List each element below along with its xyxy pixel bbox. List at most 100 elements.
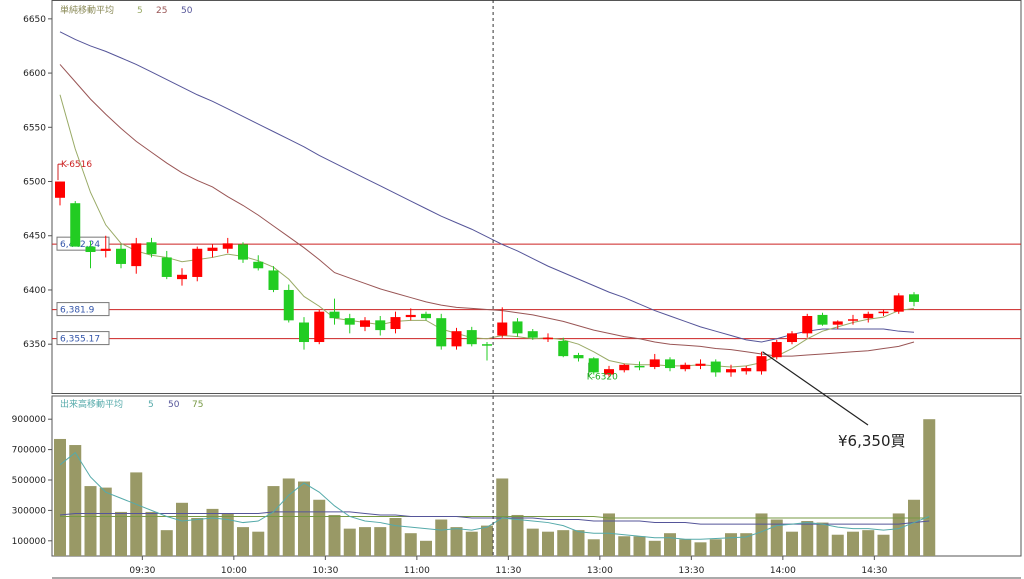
price-tick-label: 6600 [23, 69, 46, 79]
volume-bar [740, 533, 753, 556]
volume-bar [633, 536, 646, 556]
volume-legend-ma5: 5 [148, 400, 154, 410]
price-tick-label: 6350 [23, 340, 46, 350]
price-tick-label: 6500 [23, 178, 46, 188]
volume-bar [115, 511, 127, 556]
volume-bar [404, 533, 417, 556]
volume-bar [313, 499, 326, 556]
volume-bar [176, 502, 188, 556]
candle-body [756, 356, 767, 372]
volume-bar [603, 513, 615, 556]
volume-bar [282, 478, 295, 556]
volume-bar [618, 536, 631, 556]
candle-body [787, 333, 797, 343]
candle-body [695, 363, 706, 366]
low-marker-label: K-6320 [587, 373, 618, 383]
volume-bar [298, 481, 310, 556]
volume-bar [160, 530, 173, 556]
candle-body [405, 314, 416, 318]
candle-body [314, 311, 325, 343]
volume-bar [511, 514, 524, 556]
price-level-box [56, 236, 110, 251]
candle-body [85, 246, 96, 253]
volume-bars [54, 419, 936, 556]
price-level-box [56, 302, 110, 317]
price-level-label: 6,355.17 [60, 335, 100, 345]
volume-bar [450, 527, 463, 556]
volume-bar [816, 522, 829, 556]
candle-body [344, 318, 355, 325]
high-marker-label: K-6516 [61, 160, 92, 170]
volume-bar [892, 513, 905, 556]
volume-bar [923, 419, 936, 556]
time-axis: 09:30 10:00 10:30 11:00 11:30 13:00 13:30 14:00… [129, 556, 888, 576]
candle-body [207, 247, 218, 251]
volume-tick-label: 300000 [12, 506, 47, 516]
volume-bar [54, 438, 66, 556]
volume-bar [465, 531, 478, 556]
buy-annotation-label: ¥6,350買 [838, 432, 906, 450]
volume-bar [84, 486, 97, 556]
candle-body [878, 311, 889, 314]
candle-body [512, 321, 523, 334]
time-tick-label: 10:00 [221, 566, 247, 576]
candle-body [573, 355, 584, 359]
volume-bar [420, 540, 432, 556]
volume-axis: 900000 700000 500000 300000 100000 [12, 415, 52, 547]
volume-bar [267, 486, 280, 556]
volume-tick-label: 700000 [12, 446, 47, 456]
candle-body [192, 248, 203, 277]
volume-bar [237, 527, 249, 556]
buy-pointer-line [762, 351, 869, 426]
volume-bar [191, 518, 204, 556]
volume-bar [221, 513, 234, 556]
volume-bar [542, 531, 554, 556]
candle-body [893, 295, 904, 312]
candle-body [466, 330, 477, 345]
candle-body [299, 322, 309, 343]
legends: 単純移動平均 5 25 50 出来高移動平均 5 50 75 [60, 4, 203, 410]
volume-bar [328, 514, 341, 556]
candle-body [375, 320, 386, 331]
price-panel-border [51, 0, 1022, 394]
volume-bar [252, 531, 265, 556]
candle-body [222, 243, 233, 249]
volume-bar [648, 540, 661, 556]
candle-body [665, 359, 675, 369]
volume-bar [496, 478, 509, 556]
candle-body [634, 365, 645, 368]
annotations: K-6516 K-6320 ¥6,350買 [57, 160, 906, 450]
candle-body [451, 331, 462, 347]
time-tick-label: 13:30 [678, 566, 704, 576]
volume-ma50-line [59, 511, 930, 525]
candle-body [238, 244, 248, 260]
price-tick-label: 6450 [23, 232, 46, 242]
volume-bar [694, 542, 707, 556]
candle-body [55, 181, 65, 198]
volume-bar [99, 487, 112, 556]
volume-bar [786, 531, 798, 556]
price-tick-label: 6400 [23, 286, 46, 296]
price-axis: 6650 6600 6550 6500 6450 6400 6350 [23, 15, 52, 350]
candle-body [741, 368, 752, 372]
volume-bar [770, 519, 783, 556]
candle-body [116, 248, 126, 264]
volume-bar [709, 539, 722, 556]
volume-bar [435, 519, 448, 556]
volume-bar [755, 513, 768, 556]
time-tick-label: 09:30 [129, 566, 155, 576]
volume-tick-label: 100000 [12, 537, 47, 547]
volume-tick-label: 500000 [12, 476, 47, 486]
volume-bar [481, 525, 493, 556]
volume-bar [557, 530, 570, 556]
candle-body [268, 270, 279, 290]
price-level-box [56, 331, 110, 346]
candle-body [680, 364, 691, 370]
volume-moving-averages [59, 451, 930, 540]
time-tick-label: 13:00 [587, 566, 613, 576]
volume-legend-title: 出来高移動平均 [60, 398, 123, 410]
volume-bar [374, 527, 387, 556]
price-tick-label: 6550 [23, 123, 46, 133]
volume-ma5-line [59, 451, 930, 540]
